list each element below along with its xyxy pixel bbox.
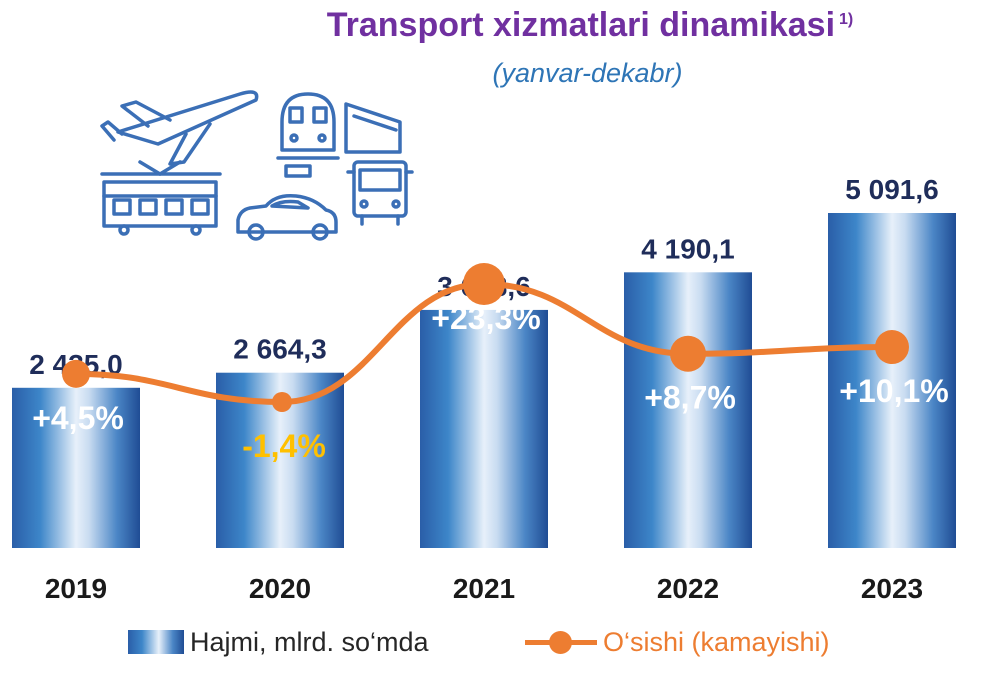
growth-marker-2020 <box>272 392 292 412</box>
transport-icons <box>100 90 414 241</box>
bus-icon <box>346 160 414 226</box>
growth-label: +23,3% <box>431 300 540 336</box>
train-icon <box>276 92 402 178</box>
x-tick-label: 2021 <box>453 573 515 604</box>
legend-bar-swatch <box>128 630 184 654</box>
x-tick-label: 2023 <box>861 573 923 604</box>
legend-item-volume: Hajmi, mlrd. so‘mda <box>128 622 429 662</box>
title-footnote: 1) <box>839 10 854 28</box>
chart-title: Transport xizmatlari dinamikasi 1) <box>0 6 995 45</box>
growth-label: +4,5% <box>32 400 124 436</box>
growth-marker-2022 <box>670 335 706 372</box>
growth-markers <box>62 263 909 412</box>
legend-item-growth: O‘sishi (kamayishi) <box>525 622 830 662</box>
x-tick-label: 2022 <box>657 573 719 604</box>
growth-labels: +4,5% -1,4% +23,3% +8,7% +10,1% <box>32 300 949 464</box>
bar-2023 <box>828 213 956 548</box>
legend-label-growth: O‘sishi (kamayishi) <box>603 626 830 657</box>
growth-marker-2023 <box>875 330 909 365</box>
tram-icon <box>100 160 222 236</box>
bar-value-label: 5 091,6 <box>845 174 938 205</box>
bar-2022 <box>624 272 752 548</box>
bar-2019 <box>12 387 140 548</box>
chart-title-text: Transport xizmatlari dinamikasi <box>326 6 836 44</box>
legend-line-swatch <box>525 630 597 654</box>
growth-label: +8,7% <box>644 380 736 416</box>
legend-label-volume: Hajmi, mlrd. so‘mda <box>190 626 429 657</box>
growth-marker-2019 <box>62 359 90 388</box>
bar-value-label: 2 664,3 <box>233 334 326 365</box>
chart-subtitle: (yanvar-dekabr) <box>492 58 683 88</box>
bar-value-label: 4 190,1 <box>641 233 734 264</box>
growth-label: -1,4% <box>242 428 326 464</box>
x-tick-label: 2019 <box>45 573 107 604</box>
growth-marker-2021 <box>463 263 505 305</box>
growth-label: +10,1% <box>839 373 948 409</box>
car-icon <box>236 193 338 241</box>
bar-series <box>12 213 956 548</box>
x-axis-labels: 2019 2020 2021 2022 2023 <box>45 573 923 604</box>
legend: Hajmi, mlrd. so‘mda O‘sishi (kamayishi) <box>0 622 995 662</box>
bar-2021 <box>420 309 548 548</box>
x-tick-label: 2020 <box>249 573 311 604</box>
